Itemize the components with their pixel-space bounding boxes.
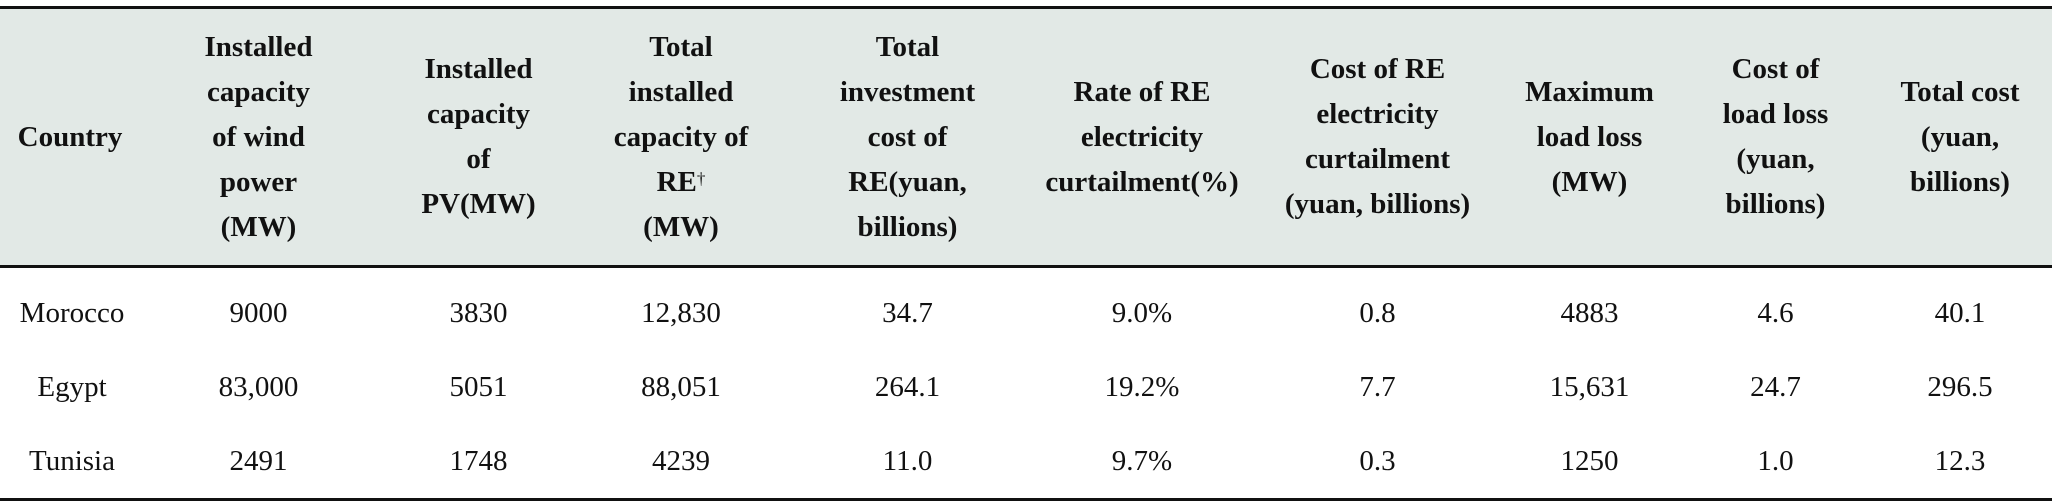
cell-curtailment-rate: 19.2% <box>1104 370 1180 403</box>
cell-curtailment-cost: 0.8 <box>1359 296 1396 329</box>
header-country-label: Country <box>17 120 123 153</box>
table-row: Morocco 9000 3830 12,830 34.7 9.0% 0.8 4… <box>0 267 2052 351</box>
header-total-cost: Total cost (yuan, billions) <box>1868 6 2052 268</box>
cell-country: Tunisia <box>0 424 132 501</box>
cell-load-loss-cost: 24.7 <box>1750 370 1801 403</box>
cell-total-cost: 12.3 <box>1868 424 2052 501</box>
header-curtailment-cost: Cost of RE electricity curtailment (yuan… <box>1259 6 1496 268</box>
cell-total-re-capacity: 4239 <box>572 424 790 501</box>
header-max-load-loss: Maximum load loss (MW) <box>1496 6 1683 268</box>
cell-total-cost: 40.1 <box>1934 296 1986 329</box>
cell-load-loss-cost: 4.6 <box>1757 296 1794 329</box>
cell-pv-capacity: 5051 <box>449 370 508 403</box>
header-max-load-loss-label: Maximum load loss (MW) <box>1525 75 1654 198</box>
cell-investment-cost: 264.1 <box>874 370 941 403</box>
cell-investment-cost: 34.7 <box>882 296 933 329</box>
header-curtailment-rate-label: Rate of RE electricity curtailment(%) <box>1045 75 1239 198</box>
cell-max-load-loss: 1250 <box>1496 424 1683 501</box>
cell-total-re-capacity: 12,830 <box>641 296 721 329</box>
cell-pv-capacity: 3830 <box>449 296 508 329</box>
header-total-re-capacity: Total installed capacity of RE† (MW) <box>572 6 790 268</box>
cell-curtailment-rate: 9.0% <box>1111 296 1173 329</box>
cell-max-load-loss: 4883 <box>1560 296 1619 329</box>
header-row: Country Installed capacity of wind power… <box>0 6 2052 268</box>
table-row: Egypt 83,000 5051 88,051 264.1 19.2% 7.7… <box>0 350 2052 424</box>
header-investment-cost-label: Total investment cost of RE(yuan, billio… <box>839 30 976 243</box>
cell-curtailment-rate: 9.7% <box>1025 424 1259 501</box>
cell-pv-capacity: 1748 <box>385 424 572 501</box>
cell-load-loss-cost: 1.0 <box>1683 424 1868 501</box>
cell-investment-cost: 11.0 <box>790 424 1025 501</box>
header-pv-capacity: Installed capacity of PV(MW) <box>385 6 572 268</box>
header-wind-capacity-label: Installed capacity of wind power (MW) <box>204 30 313 243</box>
header-curtailment-cost-label: Cost of RE electricity curtailment (yuan… <box>1284 53 1471 220</box>
header-wind-capacity: Installed capacity of wind power (MW) <box>132 6 385 268</box>
header-pv-capacity-label: Installed capacity of PV(MW) <box>421 53 536 220</box>
re-cost-table: Country Installed capacity of wind power… <box>0 6 2052 501</box>
header-total-re-capacity-label: Total installed capacity of RE <box>613 30 749 198</box>
cell-total-cost: 296.5 <box>1927 370 1993 403</box>
cell-country: Egypt <box>37 370 107 403</box>
header-curtailment-rate: Rate of RE electricity curtailment(%) <box>1025 6 1259 268</box>
cell-country: Morocco <box>19 296 125 329</box>
header-total-cost-label: Total cost (yuan, billions) <box>1900 75 2020 198</box>
cell-wind-capacity: 2491 <box>132 424 385 501</box>
table-body: Morocco 9000 3830 12,830 34.7 9.0% 0.8 4… <box>0 267 2052 501</box>
table-header: Country Installed capacity of wind power… <box>0 6 2052 268</box>
header-load-loss-cost-label: Cost of load loss (yuan, billions) <box>1722 53 1829 220</box>
cell-max-load-loss: 15,631 <box>1549 370 1630 403</box>
table-row: Tunisia 2491 1748 4239 11.0 9.7% 0.3 125… <box>0 424 2052 501</box>
cell-wind-capacity: 83,000 <box>218 370 299 403</box>
header-total-re-capacity-unit: (MW) <box>643 210 719 243</box>
header-load-loss-cost: Cost of load loss (yuan, billions) <box>1683 6 1868 268</box>
header-country: Country <box>0 6 132 268</box>
dagger-footnote-marker: † <box>696 168 706 188</box>
cell-curtailment-cost: 7.7 <box>1359 370 1396 403</box>
cell-total-re-capacity: 88,051 <box>641 370 721 403</box>
cell-wind-capacity: 9000 <box>229 296 288 329</box>
cell-curtailment-cost: 0.3 <box>1259 424 1496 501</box>
data-table-container: Country Installed capacity of wind power… <box>0 6 2052 501</box>
header-investment-cost: Total investment cost of RE(yuan, billio… <box>790 6 1025 268</box>
